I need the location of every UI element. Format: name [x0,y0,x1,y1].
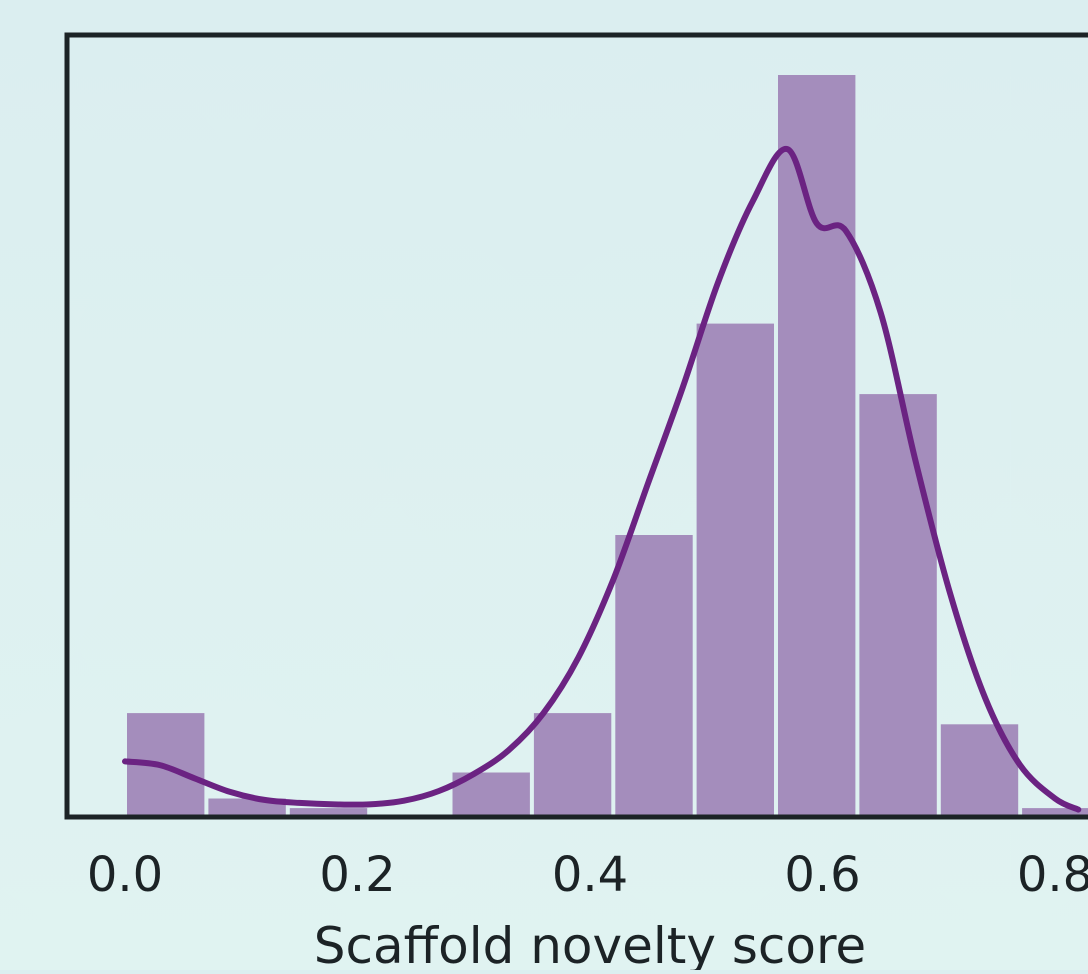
plot-frame [64,32,1088,820]
kde-curve [122,146,1082,813]
histogram-bar [615,535,693,817]
kde-group [122,146,1082,813]
x-tick-label: 0.2 [319,847,395,903]
histogram-bar [1022,808,1088,817]
x-axis-ticks: 0.0 0.2 0.4 0.6 0.8 [87,847,1088,903]
x-tick-label: 0.6 [784,847,860,903]
histogram-bar [778,75,856,817]
histogram-bar [696,323,774,817]
x-tick-label: 0.8 [1017,847,1088,903]
bars-group [127,75,1088,817]
x-tick-label: 0.4 [552,847,628,903]
x-axis-label: Scaffold novelty score [314,917,866,970]
histogram-bar [289,808,368,817]
histogram-bar [859,394,937,817]
x-tick-label: 0.0 [87,847,163,903]
histogram-bar [533,713,612,817]
